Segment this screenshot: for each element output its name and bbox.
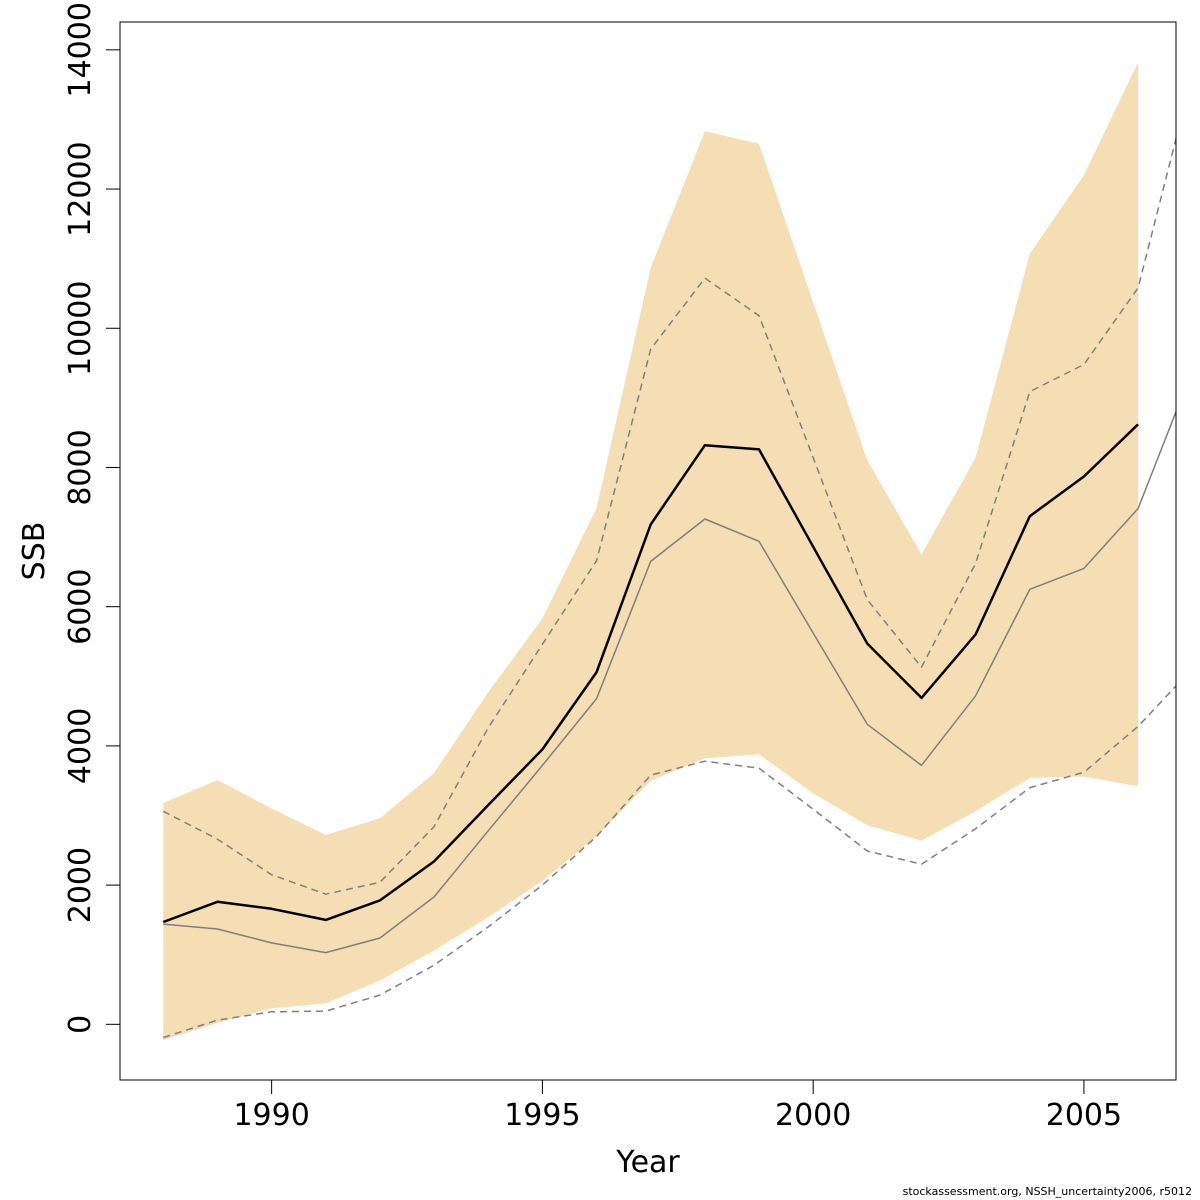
x-axis-title: Year <box>615 1145 680 1180</box>
confidence-band <box>163 62 1139 1041</box>
y-tick-label: 12000 <box>63 141 98 236</box>
comparison-line-1 <box>163 411 1176 954</box>
x-tick-label: 2000 <box>775 1098 851 1133</box>
y-tick-label: 6000 <box>63 569 98 645</box>
x-tick-label: 1990 <box>233 1098 309 1133</box>
x-tick-label: 2005 <box>1046 1098 1122 1133</box>
y-axis: 0 2000 4000 6000 8000 10000 12000 14000 <box>63 2 121 1034</box>
y-tick-label: 8000 <box>63 429 98 505</box>
plot-area <box>162 62 1176 1041</box>
y-tick-label: 10000 <box>63 281 98 376</box>
y-axis-title: SSB <box>17 522 52 581</box>
y-tick-label: 4000 <box>63 708 98 784</box>
footer-credit: stockassessment.org, NSSH_uncertainty200… <box>902 1185 1192 1198</box>
bound-line-2 <box>162 138 1176 895</box>
x-axis: 1990 1995 2000 2005 <box>233 1079 1122 1133</box>
bound-line-3 <box>163 685 1176 1039</box>
y-tick-label: 2000 <box>63 847 98 923</box>
x-tick-label: 1995 <box>504 1098 580 1133</box>
estimate-line-0 <box>162 423 1139 924</box>
y-tick-label: 14000 <box>63 2 98 97</box>
y-tick-label: 0 <box>63 1015 98 1034</box>
